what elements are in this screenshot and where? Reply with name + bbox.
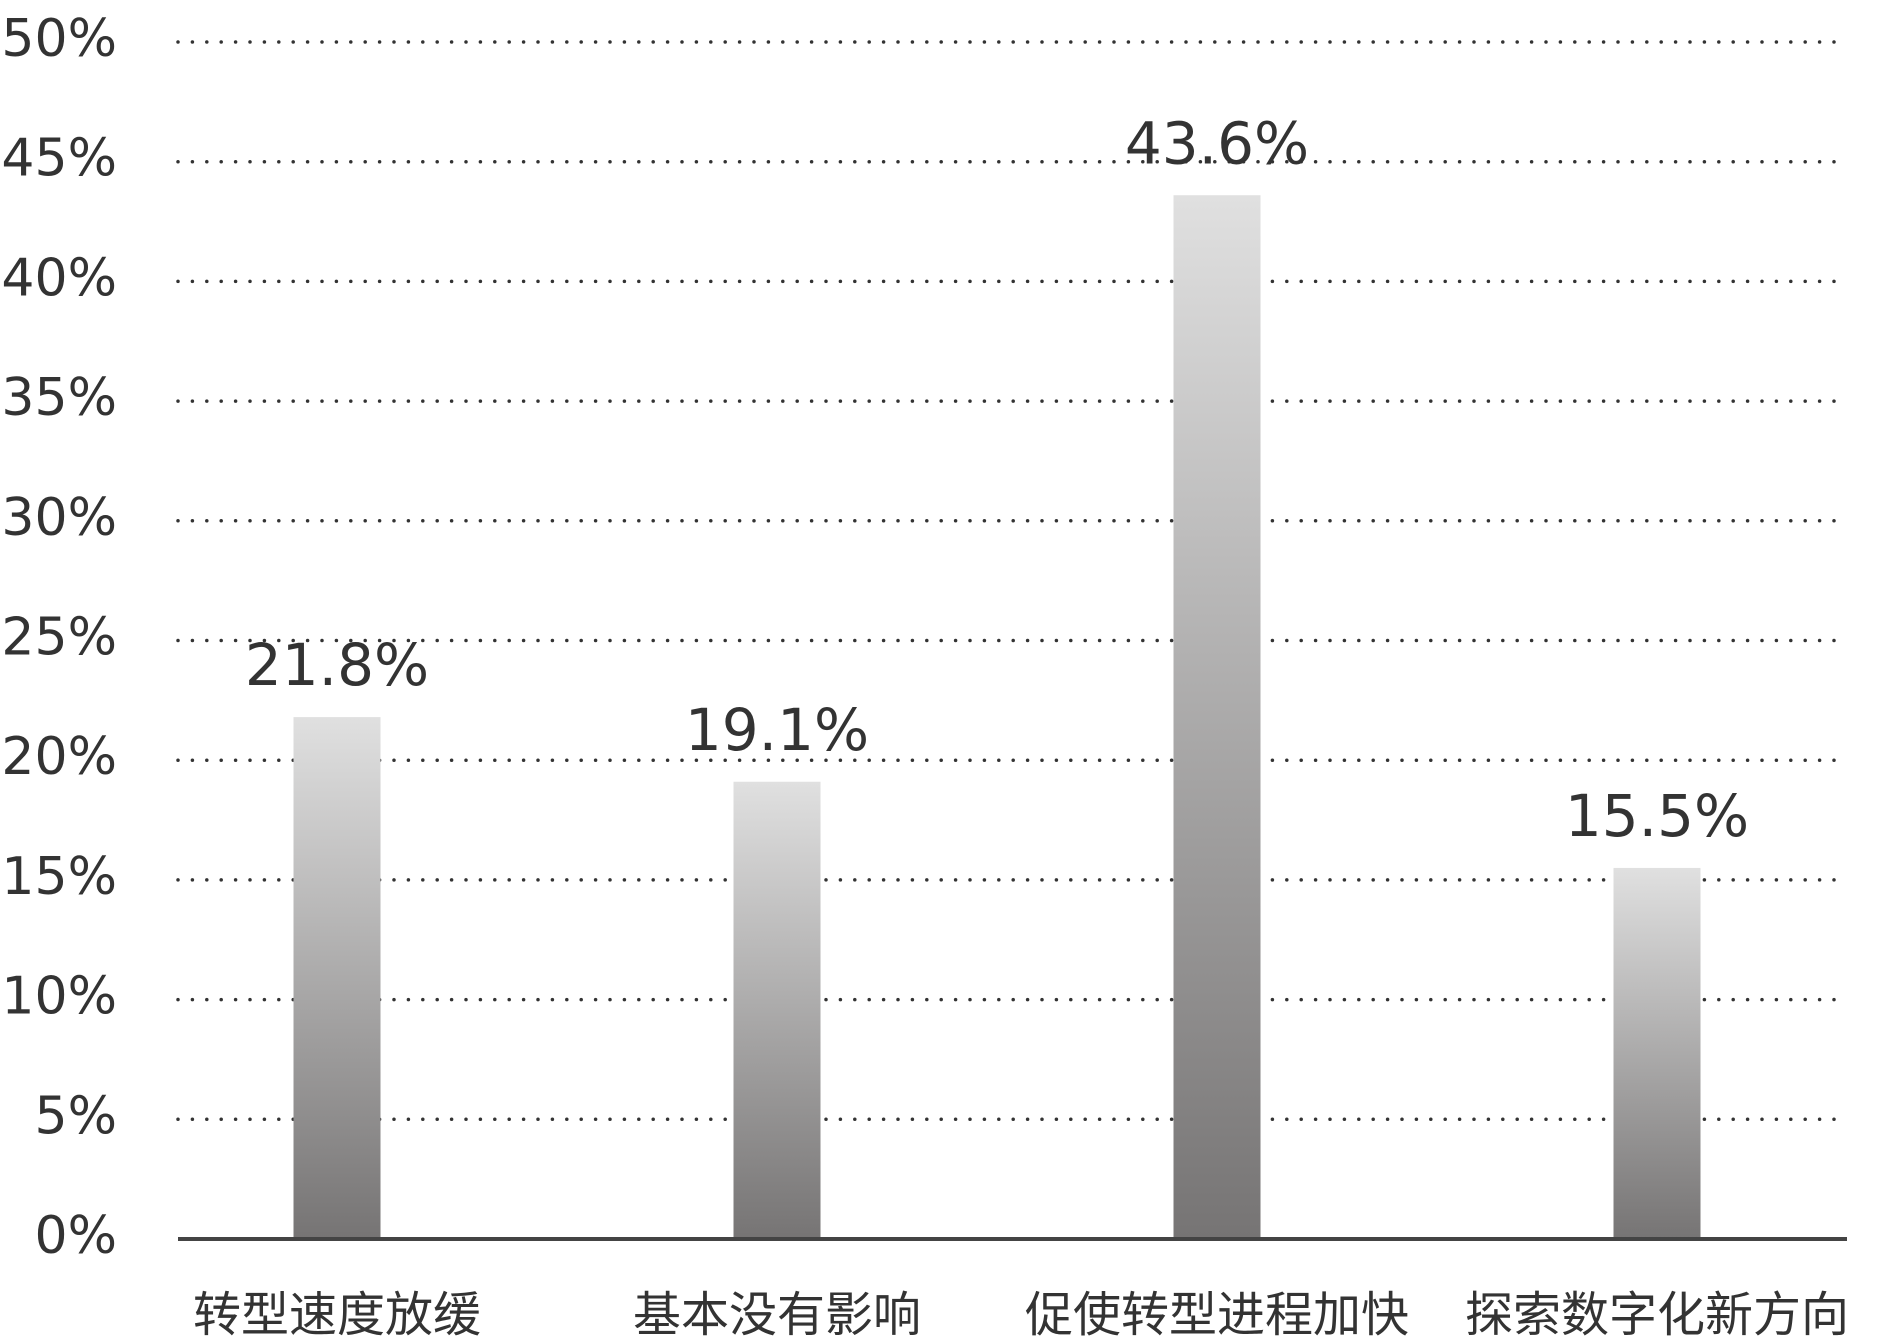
x-tick-label: 基本没有影响 [633, 1287, 921, 1343]
y-tick-label: 15% [1, 847, 117, 907]
y-tick-label: 50% [1, 9, 117, 69]
y-tick-label: 20% [1, 727, 117, 787]
value-label: 19.1% [685, 696, 869, 764]
y-tick-label: 10% [1, 967, 117, 1027]
x-tick-label: 转型速度放缓 [193, 1287, 481, 1343]
bar [1173, 195, 1261, 1239]
y-tick-label: 30% [1, 488, 117, 548]
value-label: 21.8% [245, 631, 429, 699]
bar [733, 781, 821, 1239]
bar [293, 717, 381, 1239]
x-tick-label: 促使转型进程加快 [1025, 1287, 1409, 1343]
y-tick-label: 5% [35, 1086, 118, 1146]
y-tick-label: 25% [1, 608, 117, 668]
value-label: 43.6% [1125, 109, 1309, 177]
y-tick-label: 35% [1, 368, 117, 428]
value-label: 15.5% [1565, 782, 1749, 850]
bar [1613, 867, 1701, 1239]
y-tick-label: 45% [1, 129, 117, 189]
y-tick-label: 0% [35, 1206, 118, 1266]
x-tick-label: 探索数字化新方向 [1465, 1287, 1849, 1343]
y-tick-label: 40% [1, 248, 117, 308]
